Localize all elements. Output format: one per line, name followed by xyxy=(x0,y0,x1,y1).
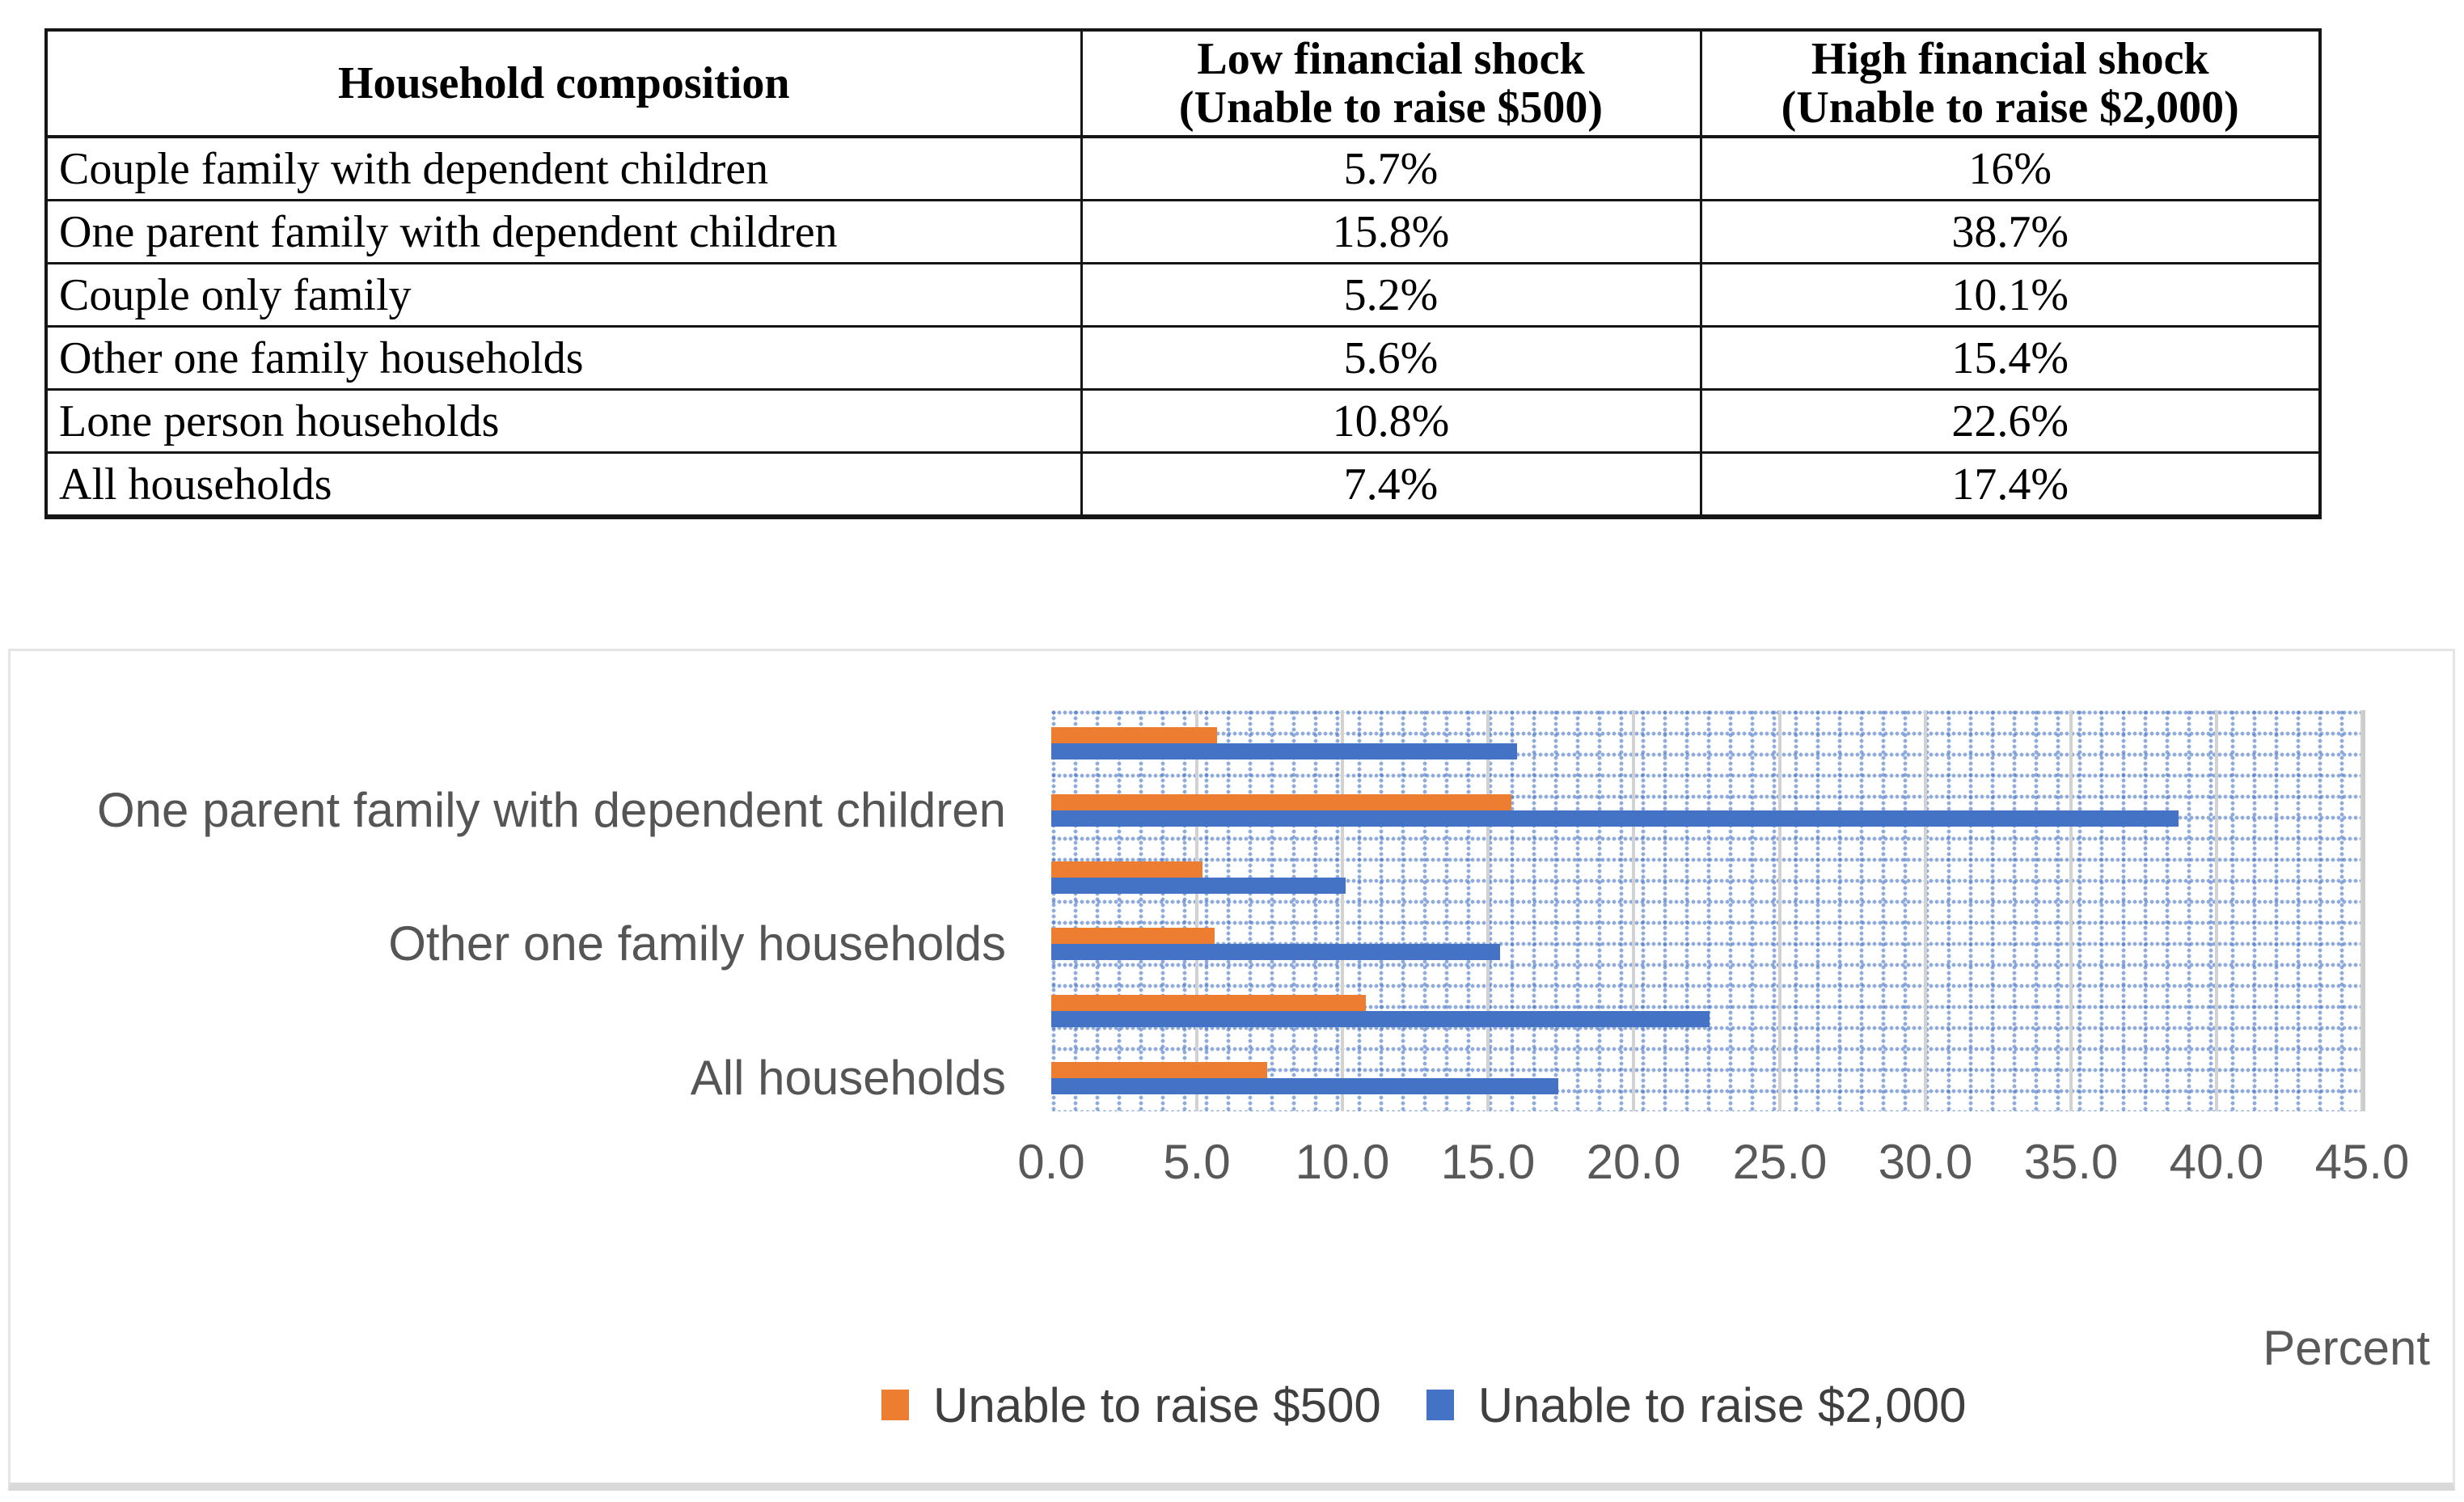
row-label-cell: Couple family with dependent children xyxy=(44,135,1083,201)
major-gridline xyxy=(1632,710,1635,1111)
x-tick-label: 15.0 xyxy=(1440,1135,1536,1189)
bar-raise-500 xyxy=(1051,1062,1267,1078)
header-line: Household composition xyxy=(337,58,790,108)
category-axis-label: One parent family with dependent childre… xyxy=(96,783,1006,837)
major-gridline xyxy=(2069,710,2073,1111)
bar-raise-2000 xyxy=(1051,878,1346,894)
x-tick-label: 45.0 xyxy=(2314,1135,2410,1189)
table-row: Lone person households 10.8% 22.6% xyxy=(44,388,2322,454)
bar-raise-2000 xyxy=(1051,810,2179,827)
value-cell: 22.6% xyxy=(1699,388,2322,454)
bar-raise-500 xyxy=(1051,794,1511,810)
value-cell: 7.4% xyxy=(1080,451,1702,519)
row-label-cell: One parent family with dependent childre… xyxy=(44,199,1083,264)
table-row: All households 7.4% 17.4% xyxy=(44,451,2322,519)
header-line: High financial shock xyxy=(1811,34,2209,84)
bar-raise-500 xyxy=(1051,928,1215,944)
header-line: Low financial shock xyxy=(1197,34,1585,84)
financial-shock-table: Household composition Low financial shoc… xyxy=(44,28,2322,519)
header-low-financial-shock: Low financial shock (Unable to raise $50… xyxy=(1080,28,1702,138)
value-cell: 16% xyxy=(1699,135,2322,201)
row-label-cell: Lone person households xyxy=(44,388,1083,454)
x-tick-label: 30.0 xyxy=(1878,1135,1973,1189)
legend-item-raise-2000: Unable to raise $2,000 xyxy=(1426,1377,1967,1433)
major-gridline xyxy=(1778,710,1781,1111)
bar-raise-500 xyxy=(1051,995,1366,1011)
value-cell: 15.8% xyxy=(1080,199,1702,264)
x-tick-label: 25.0 xyxy=(1732,1135,1828,1189)
bar-raise-2000 xyxy=(1051,1011,1710,1027)
header-high-financial-shock: High financial shock (Unable to raise $2… xyxy=(1699,28,2322,138)
x-tick-label: 20.0 xyxy=(1586,1135,1681,1189)
value-cell: 5.2% xyxy=(1080,262,1702,328)
header-household-composition: Household composition xyxy=(44,28,1083,138)
table-row: Couple only family 5.2% 10.1% xyxy=(44,262,2322,328)
bar-raise-2000 xyxy=(1051,944,1500,960)
category-axis-label: Other one family households xyxy=(388,916,1006,971)
table-row: Other one family households 5.6% 15.4% xyxy=(44,325,2322,391)
major-gridline xyxy=(2215,710,2218,1111)
bar-chart: Percent Unable to raise $500 Unable to r… xyxy=(8,649,2455,1491)
x-tick-label: 5.0 xyxy=(1163,1135,1231,1189)
value-cell: 10.8% xyxy=(1080,388,1702,454)
value-cell: 38.7% xyxy=(1699,199,2322,264)
value-cell: 17.4% xyxy=(1699,451,2322,519)
row-label-cell: Couple only family xyxy=(44,262,1083,328)
major-gridline xyxy=(1341,710,1344,1111)
value-cell: 5.7% xyxy=(1080,135,1702,201)
bar-raise-2000 xyxy=(1051,1078,1558,1094)
bar-raise-2000 xyxy=(1051,743,1517,759)
value-cell: 5.6% xyxy=(1080,325,1702,391)
table-row: Couple family with dependent children 5.7… xyxy=(44,135,2322,201)
legend-label-raise-2000: Unable to raise $2,000 xyxy=(1477,1377,1967,1432)
table-row: One parent family with dependent childre… xyxy=(44,199,2322,264)
plot-area xyxy=(1051,710,2365,1111)
legend-swatch-orange xyxy=(881,1390,909,1420)
x-tick-label: 40.0 xyxy=(2169,1135,2264,1189)
x-axis-title: Percent xyxy=(2263,1321,2430,1375)
x-tick-label: 35.0 xyxy=(2023,1135,2119,1189)
major-gridline xyxy=(1924,710,1927,1111)
chart-legend: Unable to raise $500 Unable to raise $2,… xyxy=(881,1373,1966,1436)
row-label-cell: Other one family households xyxy=(44,325,1083,391)
table-body: Couple family with dependent children 5.7… xyxy=(44,135,2322,519)
value-cell: 10.1% xyxy=(1699,262,2322,328)
table-header-row: Household composition Low financial shoc… xyxy=(44,28,2322,138)
legend-item-raise-500: Unable to raise $500 xyxy=(881,1377,1381,1433)
major-gridline xyxy=(2360,710,2362,1111)
value-cell: 15.4% xyxy=(1699,325,2322,391)
legend-swatch-blue xyxy=(1426,1390,1454,1420)
row-label-cell: All households xyxy=(44,451,1083,519)
major-gridline xyxy=(1486,710,1490,1111)
category-axis-label: All households xyxy=(690,1051,1006,1105)
header-subline: (Unable to raise $2,000) xyxy=(1781,83,2239,133)
table-header: Household composition Low financial shoc… xyxy=(44,28,2322,138)
bar-raise-500 xyxy=(1051,727,1217,743)
x-tick-label: 0.0 xyxy=(1017,1135,1085,1189)
x-tick-label: 10.0 xyxy=(1295,1135,1390,1189)
major-gridline xyxy=(1195,710,1198,1111)
header-subline: (Unable to raise $500) xyxy=(1178,83,1604,133)
bar-raise-500 xyxy=(1051,861,1202,878)
legend-label-raise-500: Unable to raise $500 xyxy=(933,1377,1381,1432)
